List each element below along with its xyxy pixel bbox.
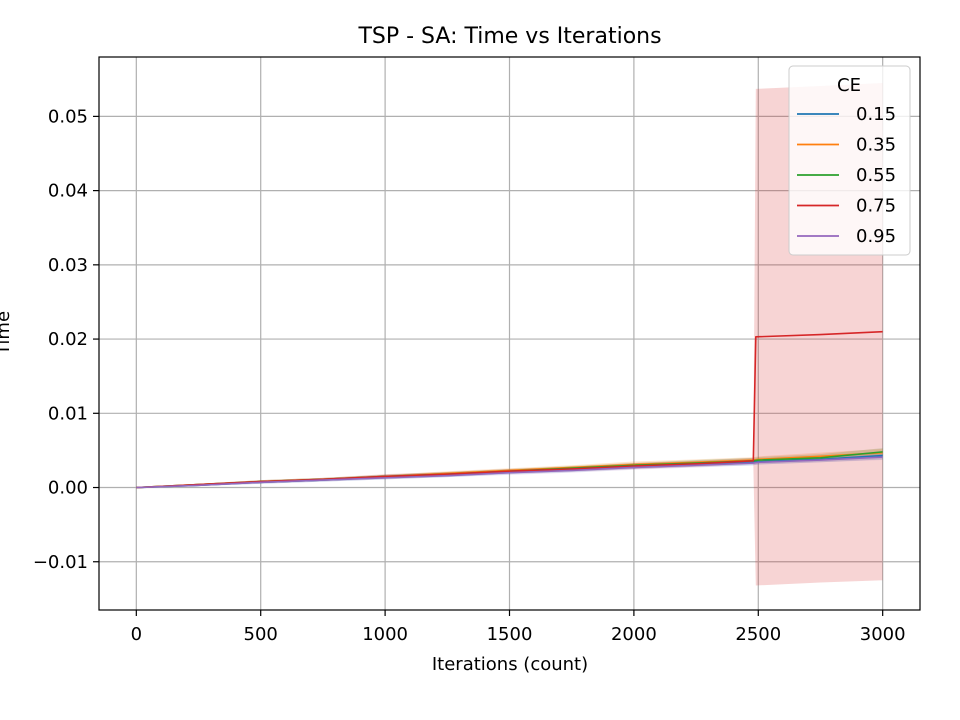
legend-label-0.35: 0.35 <box>856 135 896 156</box>
y-tick-label: 0.03 <box>48 255 88 276</box>
legend-label-0.95: 0.95 <box>856 226 896 247</box>
series-band-0.35 <box>136 448 883 488</box>
y-tick-label: 0.00 <box>48 478 88 499</box>
y-tick-label: 0.05 <box>48 106 88 127</box>
legend-label-0.55: 0.55 <box>856 165 896 186</box>
series-line-0.95 <box>136 456 883 489</box>
y-axis-ticks: −0.01 0.00 0.01 0.02 0.03 0.04 0.05 <box>33 106 99 573</box>
x-tick-label: 2500 <box>735 624 781 645</box>
x-tick-label: 3000 <box>860 624 906 645</box>
series-lines <box>136 330 883 489</box>
y-tick-label: −0.01 <box>33 552 88 573</box>
x-axis-ticks: 0 500 1000 1500 2000 2500 3000 <box>131 610 906 645</box>
y-axis-label: Time <box>0 311 14 356</box>
x-tick-label: 1500 <box>487 624 533 645</box>
legend: CE 0.15 0.35 0.55 0.75 0.95 <box>788 65 911 256</box>
legend-items: 0.15 0.35 0.55 0.75 0.95 <box>797 104 896 247</box>
x-tick-label: 1000 <box>362 624 408 645</box>
y-tick-label: 0.01 <box>48 403 88 424</box>
grid-lines <box>99 57 920 610</box>
x-tick-label: 500 <box>244 624 278 645</box>
x-tick-label: 0 <box>131 624 142 645</box>
legend-label-0.15: 0.15 <box>856 104 896 125</box>
chart-title: TSP - SA: Time vs Iterations <box>357 24 661 49</box>
y-tick-label: 0.02 <box>48 329 88 350</box>
y-tick-label: 0.04 <box>48 181 88 202</box>
legend-title: CE <box>837 75 861 96</box>
legend-label-0.75: 0.75 <box>856 196 896 217</box>
x-tick-label: 2000 <box>611 624 657 645</box>
x-axis-label: Iterations (count) <box>432 654 588 675</box>
